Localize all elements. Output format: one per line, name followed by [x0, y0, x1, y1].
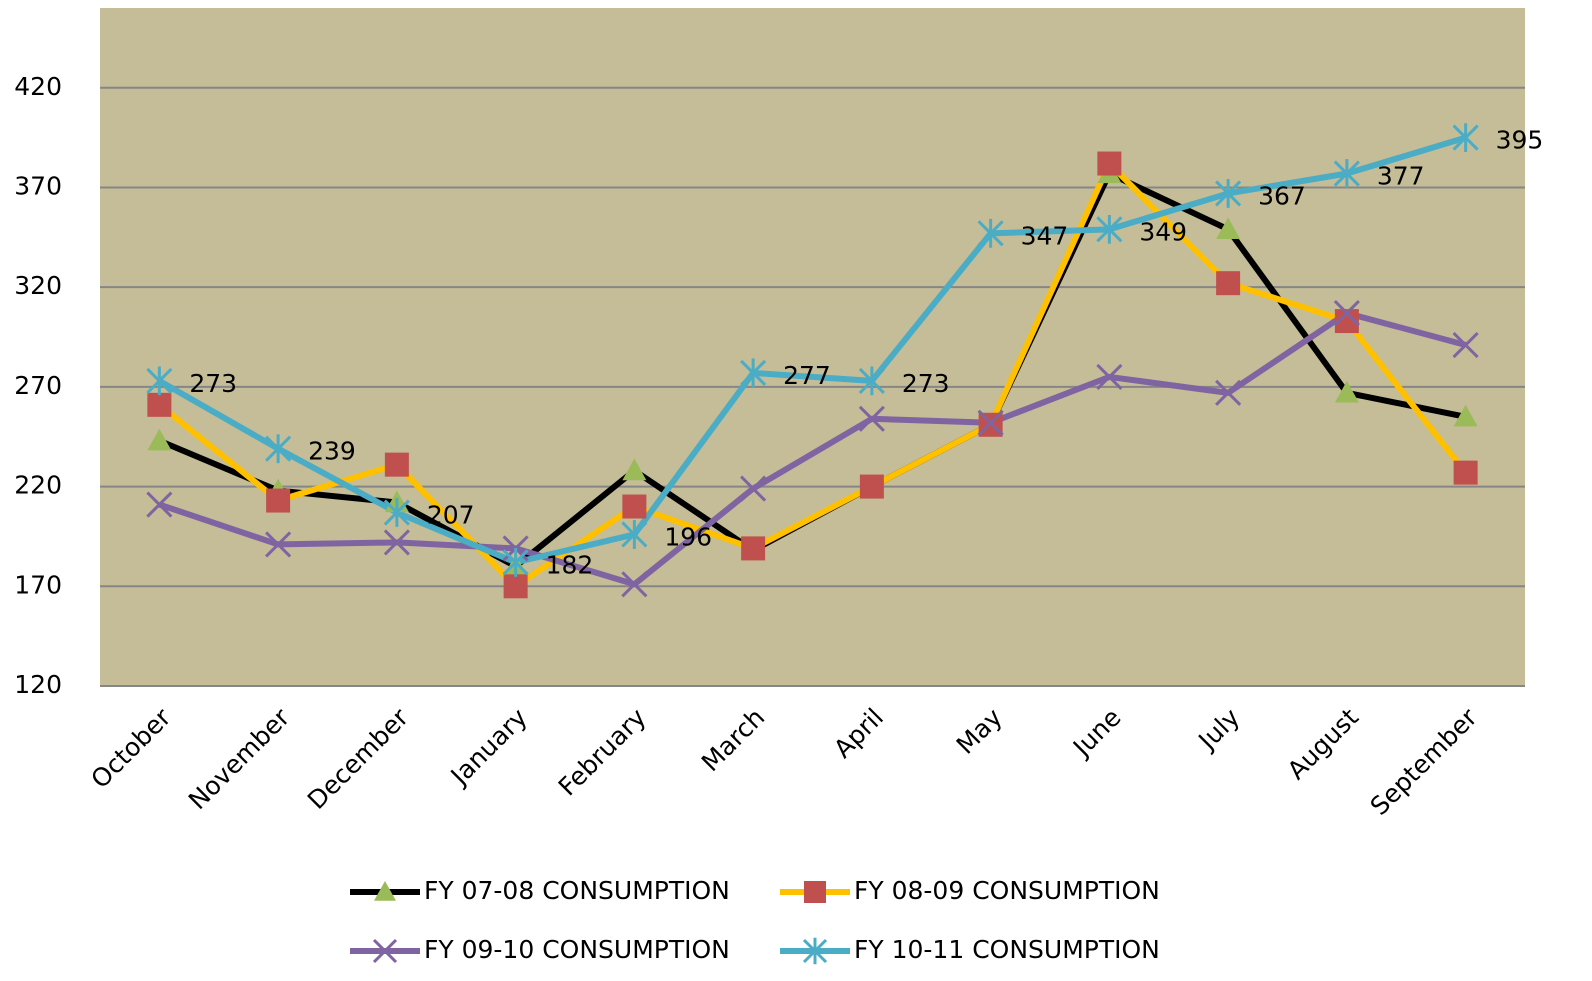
marker [265, 531, 292, 558]
y-tick-label: 420 [14, 72, 62, 101]
data-label: 395 [1496, 126, 1544, 155]
x-tick-label: May [951, 703, 1008, 760]
y-tick-label: 120 [14, 670, 62, 699]
x-tick-label: April [828, 703, 889, 764]
x-tick-label: December [302, 702, 415, 815]
marker [384, 452, 409, 477]
marker [1334, 380, 1359, 403]
data-label: 207 [427, 501, 475, 530]
marker [1096, 363, 1123, 390]
y-tick-label: 320 [14, 271, 62, 300]
data-label: 273 [902, 369, 950, 398]
marker [977, 409, 1004, 436]
marker [802, 937, 828, 965]
marker [621, 520, 648, 549]
data-label: 182 [546, 550, 594, 579]
legend-label: FY 07-08 CONSUMPTION [424, 876, 730, 905]
data-label: 196 [664, 522, 712, 551]
marker [266, 488, 291, 513]
x-tick-label: February [553, 703, 652, 802]
marker [1216, 217, 1241, 239]
data-label: 367 [1258, 181, 1306, 210]
x-tick-label: August [1282, 703, 1365, 786]
legend-label: FY 10-11 CONSUMPTION [854, 935, 1160, 964]
x-tick-label: September [1365, 702, 1484, 821]
marker [502, 547, 529, 577]
plot-area [100, 8, 1525, 686]
marker [1452, 123, 1479, 153]
series-line [158, 310, 1467, 588]
marker [372, 938, 398, 964]
x-tick-label: June [1066, 703, 1126, 763]
marker [622, 458, 647, 481]
legend-label: FY 08-09 CONSUMPTION [854, 876, 1160, 905]
marker [1096, 214, 1123, 244]
y-tick-label: 270 [14, 371, 62, 400]
marker [740, 358, 767, 388]
x-tick-label: March [696, 703, 770, 777]
marker [622, 494, 647, 519]
x-tick-label: July [1192, 703, 1246, 757]
marker [383, 498, 410, 527]
marker [1216, 271, 1241, 296]
marker [858, 366, 885, 396]
data-label: 347 [1021, 221, 1069, 250]
data-label: 277 [783, 361, 831, 390]
data-label: 377 [1377, 162, 1425, 191]
marker [977, 218, 1004, 248]
marker [740, 475, 767, 502]
data-label: 239 [308, 437, 356, 466]
marker [265, 434, 292, 464]
data-label: 273 [189, 369, 237, 398]
y-tick-label: 170 [14, 570, 62, 599]
x-tick-label: November [183, 702, 296, 815]
series-line [157, 134, 1467, 566]
marker [741, 536, 766, 561]
marker [383, 529, 410, 556]
x-tick-label: January [444, 703, 533, 792]
marker [146, 491, 173, 518]
marker [1453, 404, 1478, 427]
marker [621, 571, 648, 598]
marker [858, 405, 885, 432]
marker [1097, 151, 1122, 176]
marker [146, 366, 173, 396]
marker [804, 881, 826, 903]
marker [503, 574, 528, 599]
marker [147, 428, 172, 451]
marker [1453, 460, 1478, 485]
marker [1452, 331, 1479, 359]
data-label: 349 [1139, 217, 1187, 246]
marker [1333, 159, 1360, 188]
x-tick-label: October [85, 702, 177, 794]
marker [374, 881, 396, 901]
legend-label: FY 09-10 CONSUMPTION [424, 935, 730, 964]
marker [147, 392, 172, 417]
series-line [157, 160, 1468, 590]
marker [859, 474, 884, 499]
marker [1215, 379, 1242, 406]
y-tick-label: 220 [14, 471, 62, 500]
marker [1215, 179, 1242, 208]
marker [1333, 300, 1360, 327]
y-tick-label: 370 [14, 171, 62, 200]
